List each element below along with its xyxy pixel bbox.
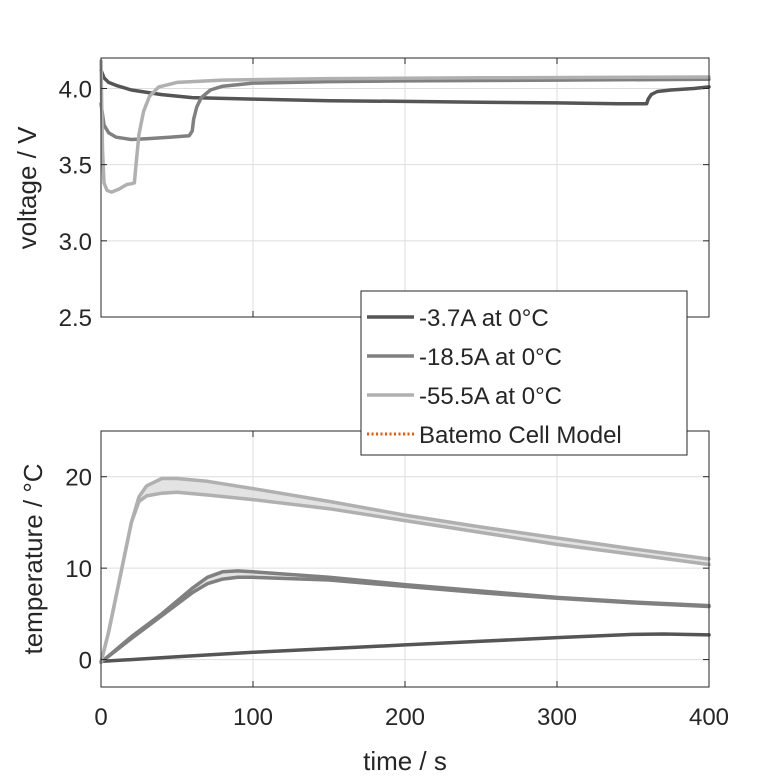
temperature-grid (100, 431, 710, 687)
temperature-ticks: 0 100 200 300 400 0 10 20 (65, 431, 729, 731)
legend-label-batemo-model: Batemo Cell Model (419, 422, 622, 449)
temperature-ytick-label-10: 10 (65, 556, 92, 583)
time-xlabel: time / s (363, 746, 447, 776)
temperature-panel: 0 100 200 300 400 0 10 20 temperature / °C time… (18, 430, 729, 776)
voltage-panel: 2.5 3.0 3.5 4.0 voltage / V (12, 57, 711, 332)
legend: -3.7A at 0°C -18.5A at 0°C -55.5A at 0°C… (360, 290, 688, 456)
temperature-series-18-5a-at-0-c-lower (99, 575, 711, 665)
temperature-xtick-label-0: 0 (94, 704, 107, 731)
voltage-series (99, 59, 711, 194)
temperature-ytick-label-20: 20 (65, 465, 92, 492)
voltage-ytick-label-3: 3.0 (59, 229, 92, 256)
legend-label-3-7a: -3.7A at 0°C (419, 305, 549, 332)
temperature-series (99, 476, 711, 665)
legend-box (360, 290, 688, 456)
voltage-series-18-5a-at-0-c (99, 77, 711, 142)
temperature-ytick-label-0: 0 (79, 648, 92, 675)
temperature-xtick-label-400: 400 (689, 704, 729, 731)
temperature-series-55-5a-at-0-c-lower (99, 490, 711, 665)
voltage-ticks: 2.5 3.0 3.5 4.0 (59, 58, 710, 332)
temperature-xtick-label-200: 200 (385, 704, 425, 731)
legend-label-55-5a: -55.5A at 0°C (419, 383, 562, 410)
voltage-ytick-label-4: 4.0 (59, 76, 92, 103)
temperature-xtick-label-300: 300 (537, 704, 577, 731)
temperature-series-3-7a-at-0-c (99, 632, 711, 664)
temperature-ylabel: temperature / °C (18, 463, 48, 654)
legend-label-18-5a: -18.5A at 0°C (419, 344, 562, 371)
voltage-series-3-7a-at-0-c (99, 68, 711, 106)
temperature-xtick-label-100: 100 (233, 704, 273, 731)
voltage-ytick-label-2-5: 2.5 (59, 305, 92, 332)
voltage-ytick-label-3-5: 3.5 (59, 153, 92, 180)
voltage-series-55-5a-at-0-c (99, 59, 711, 194)
voltage-ylabel: voltage / V (12, 126, 42, 250)
